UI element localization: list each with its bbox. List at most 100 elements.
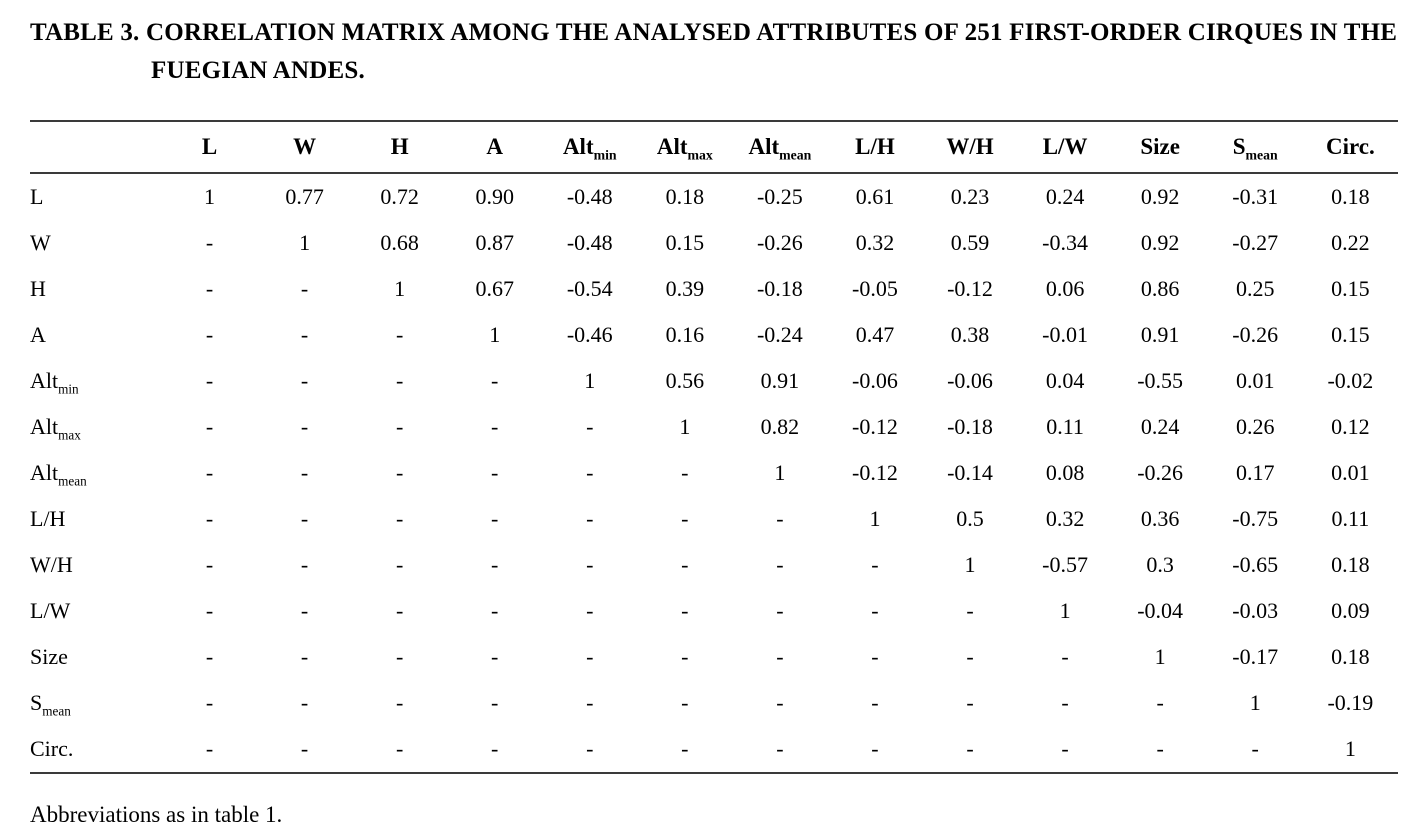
matrix-cell: 0.18 <box>665 184 705 209</box>
matrix-cell: - <box>205 460 214 485</box>
matrix-cell: 1 <box>1344 736 1356 761</box>
matrix-cell: 0.11 <box>1331 506 1370 531</box>
matrix-cell: -0.05 <box>852 276 898 301</box>
table-row: Altmax - - - - - 1 0.82 -0.12 -0.18 0.11 0.24 0.26 0.… <box>30 404 1398 450</box>
matrix-cell: -0.19 <box>1327 690 1374 715</box>
matrix-cell: 0.17 <box>1235 460 1275 485</box>
matrix-cell: 0.47 <box>855 322 895 347</box>
matrix-cell: -0.26 <box>1232 322 1279 347</box>
row-label: Altmin <box>30 368 79 397</box>
matrix-cell: - <box>395 552 404 577</box>
matrix-cell: - <box>1156 736 1164 761</box>
matrix-cell: - <box>1061 644 1069 669</box>
matrix-cell: -0.02 <box>1327 368 1374 393</box>
row-label: W <box>30 230 51 255</box>
matrix-cell: 1 <box>584 368 596 393</box>
column-header: H <box>390 134 409 159</box>
matrix-cell: -0.26 <box>1137 460 1184 485</box>
matrix-cell: - <box>395 368 404 393</box>
matrix-cell: - <box>776 598 784 623</box>
matrix-cell: 1 <box>679 414 691 439</box>
matrix-cell: 0.77 <box>285 184 324 209</box>
row-label: A <box>30 322 46 347</box>
matrix-cell: -0.25 <box>756 184 803 209</box>
matrix-cell: - <box>586 690 594 715</box>
table-row: W - 1 0.68 0.87 -0.48 0.15 -0.26 0.32 0.59 -0.34 0.… <box>30 220 1398 266</box>
matrix-cell: 0.15 <box>1331 322 1370 347</box>
matrix-cell: -0.31 <box>1232 184 1279 209</box>
table-row: H - - 1 0.67 -0.54 0.39 -0.18 -0.05 -0.12 0.06 0.86… <box>30 266 1398 312</box>
matrix-cell: 0.25 <box>1235 276 1275 301</box>
matrix-cell: 0.92 <box>1140 184 1180 209</box>
matrix-cell: - <box>205 276 214 301</box>
matrix-cell: 0.15 <box>665 230 705 255</box>
matrix-cell: - <box>205 598 214 623</box>
correlation-table: L W H A Altmin Altmax Altmean L/H W/H L/W Size Smea… <box>30 120 1398 774</box>
matrix-cell: - <box>871 598 879 623</box>
matrix-cell: 0.86 <box>1140 276 1180 301</box>
matrix-cell: - <box>205 230 214 255</box>
matrix-cell: 1 <box>204 184 216 209</box>
table-row: Size - - - - - - - - - - 1 -0.17 0.18 <box>30 634 1398 680</box>
matrix-cell: - <box>491 598 499 623</box>
matrix-cell: -0.65 <box>1232 552 1279 577</box>
matrix-cell: 0.90 <box>475 184 514 209</box>
matrix-cell: 0.18 <box>1331 184 1370 209</box>
matrix-cell: - <box>491 460 499 485</box>
matrix-cell: -0.12 <box>947 276 993 301</box>
matrix-cell: - <box>395 322 404 347</box>
matrix-cell: - <box>205 736 214 761</box>
matrix-cell: - <box>871 644 879 669</box>
matrix-cell: - <box>871 690 879 715</box>
row-label: Altmean <box>30 460 87 489</box>
matrix-cell: - <box>205 644 214 669</box>
matrix-cell: 0.22 <box>1331 230 1370 255</box>
matrix-cell: 0.91 <box>760 368 800 393</box>
matrix-cell: 1 <box>394 276 406 301</box>
matrix-cell: - <box>491 506 499 531</box>
matrix-cell: 0.3 <box>1146 552 1174 577</box>
row-label: L <box>30 184 44 209</box>
matrix-cell: - <box>871 552 879 577</box>
matrix-cell: - <box>395 460 404 485</box>
table-row: Altmean - - - - - - 1 -0.12 -0.14 0.08 -0.26 0.17 0.0… <box>30 450 1398 496</box>
matrix-cell: 0.12 <box>1331 414 1370 439</box>
matrix-cell: - <box>300 414 309 439</box>
table-footnote: Abbreviations as in table 1. <box>30 802 283 827</box>
matrix-cell: 1 <box>1154 644 1166 669</box>
matrix-cell: 1 <box>1059 598 1071 623</box>
matrix-cell: 0.06 <box>1045 276 1085 301</box>
matrix-cell: -0.34 <box>1042 230 1088 255</box>
matrix-cell: -0.17 <box>1232 644 1279 669</box>
matrix-cell: - <box>395 644 404 669</box>
matrix-cell: 1 <box>299 230 311 255</box>
matrix-cell: - <box>300 690 309 715</box>
matrix-cell: 0.39 <box>665 276 705 301</box>
matrix-cell: 0.01 <box>1331 460 1370 485</box>
matrix-cell: 0.24 <box>1140 414 1180 439</box>
matrix-cell: 0.16 <box>665 322 705 347</box>
matrix-cell: 0.04 <box>1045 368 1085 393</box>
matrix-cell: 0.91 <box>1140 322 1180 347</box>
column-header: Smean <box>1232 134 1278 163</box>
matrix-cell: - <box>966 736 974 761</box>
matrix-cell: - <box>300 598 309 623</box>
column-header: Altmean <box>748 134 812 163</box>
matrix-cell: - <box>491 736 499 761</box>
matrix-cell: - <box>205 506 214 531</box>
column-header: L/W <box>1042 134 1088 159</box>
matrix-cell: 1 <box>964 552 976 577</box>
matrix-cell: 0.09 <box>1331 598 1370 623</box>
matrix-cell: - <box>300 644 309 669</box>
matrix-cell: - <box>491 690 499 715</box>
matrix-cell: - <box>966 644 974 669</box>
matrix-cell: - <box>1156 690 1164 715</box>
matrix-cell: - <box>776 736 784 761</box>
matrix-cell: 0.32 <box>1045 506 1085 531</box>
row-label: Size <box>30 644 68 669</box>
table-body: L 1 0.77 0.72 0.90 -0.48 0.18 -0.25 0.61 0.23 0.24… <box>30 173 1398 773</box>
matrix-cell: - <box>491 368 499 393</box>
matrix-cell: - <box>681 598 689 623</box>
matrix-cell: 1 <box>774 460 786 485</box>
matrix-cell: - <box>776 644 784 669</box>
